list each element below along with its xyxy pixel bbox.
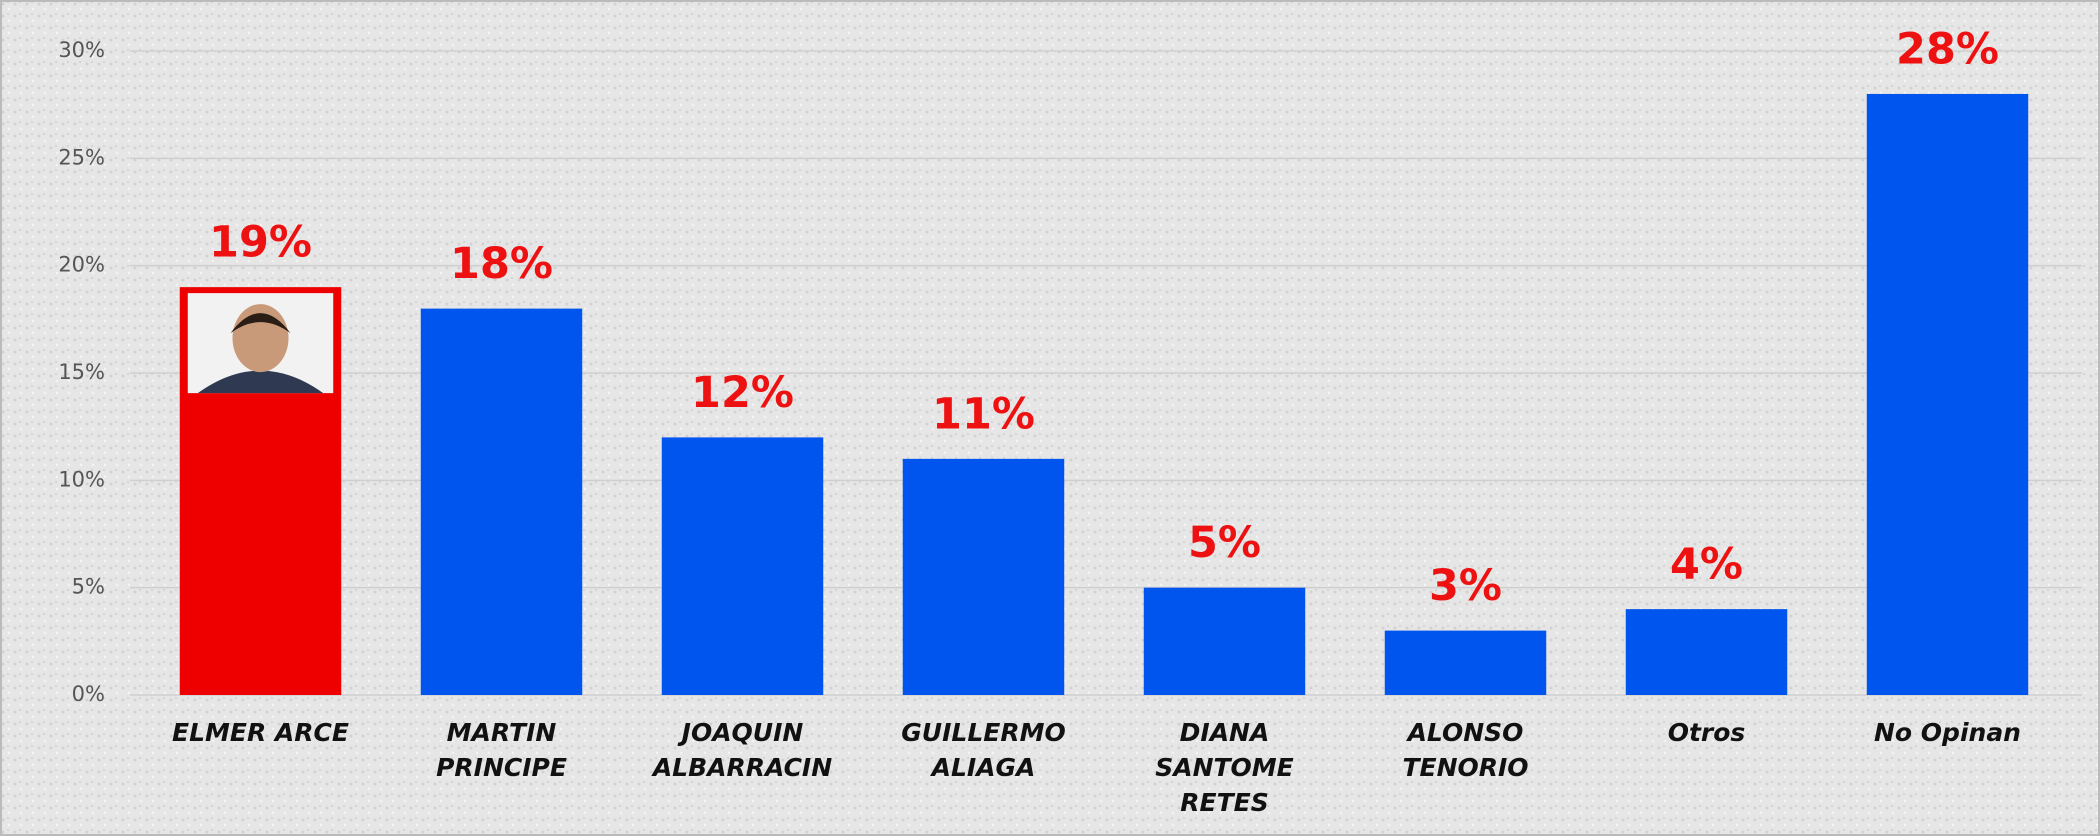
y-tick-label: 30%: [58, 38, 105, 62]
y-tick-label: 15%: [58, 360, 105, 384]
label-line: PRINCIPE: [436, 753, 567, 782]
label-line: SANTOME: [1155, 753, 1294, 782]
label-line: GUILLERMO: [901, 718, 1065, 747]
bar: [903, 459, 1064, 695]
chart: 0% 5% 10% 15% 20% 25% 30% ELMER ARCE 19% MARTIN PR…: [0, 0, 2100, 836]
y-tick-label: 5%: [72, 575, 105, 599]
x-tick-label: ELMER ARCE: [172, 718, 349, 747]
y-tick-label: 0%: [72, 682, 105, 706]
label-line: No Opinan: [1874, 718, 2021, 747]
y-tick-label: 20%: [58, 253, 105, 277]
bar: [1144, 588, 1305, 695]
label-line: ELMER ARCE: [172, 718, 349, 747]
bar: [421, 309, 582, 695]
value-label: 4%: [1670, 540, 1743, 590]
value-label: 12%: [691, 368, 794, 418]
value-label: 3%: [1429, 561, 1502, 611]
label-line: ALBARRACIN: [651, 753, 832, 782]
label-line: ALONSO: [1406, 718, 1524, 747]
label-line: TENORIO: [1402, 753, 1528, 782]
value-label: 11%: [932, 389, 1035, 439]
bar: [1867, 94, 2028, 695]
label-line: JOAQUIN: [677, 718, 804, 747]
x-tick-label: No Opinan: [1874, 718, 2021, 747]
y-tick-label: 25%: [58, 145, 105, 169]
label-line: RETES: [1180, 788, 1268, 817]
value-label: 28%: [1896, 24, 1999, 74]
label-line: DIANA: [1180, 718, 1270, 747]
bar: [662, 437, 823, 695]
label-line: ALIAGA: [930, 753, 1036, 782]
bar: [1626, 609, 1787, 695]
value-label: 18%: [450, 239, 553, 289]
value-label: 5%: [1188, 518, 1261, 568]
label-line: MARTIN: [447, 718, 557, 747]
value-label: 19%: [209, 218, 312, 268]
x-tick-label: Otros: [1668, 718, 1746, 747]
page: 0% 5% 10% 15% 20% 25% 30% ELMER ARCE 19% MARTIN PR…: [0, 0, 2100, 836]
bar: [1385, 631, 1546, 695]
y-tick-label: 10%: [58, 467, 105, 491]
label-line: Otros: [1668, 718, 1746, 747]
